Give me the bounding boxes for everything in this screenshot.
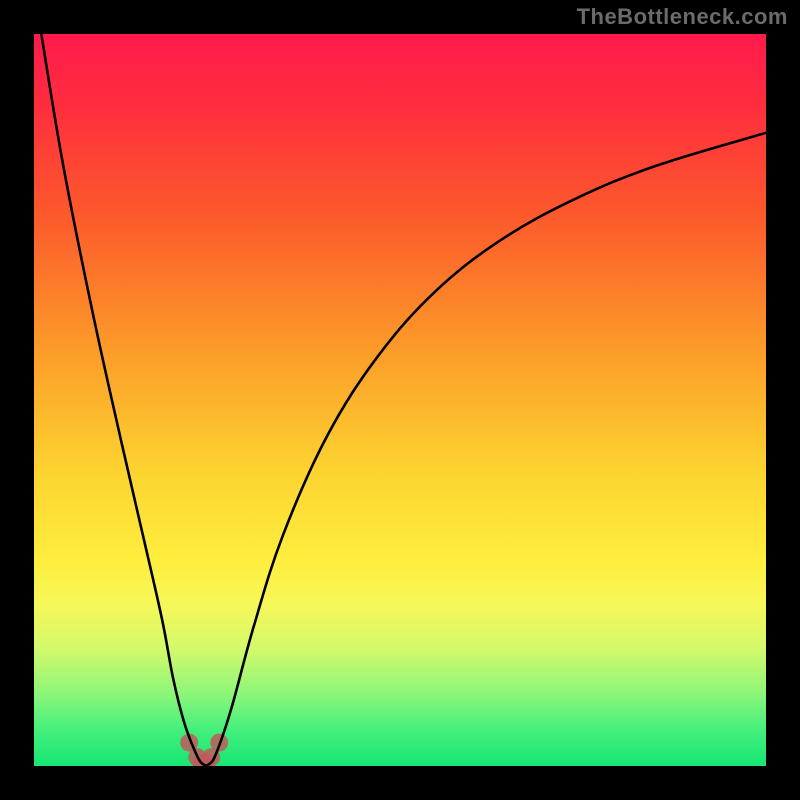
curve-layer bbox=[34, 34, 766, 766]
watermark-text: TheBottleneck.com bbox=[577, 4, 788, 30]
bottleneck-curve bbox=[41, 34, 766, 765]
plot-area bbox=[34, 34, 766, 766]
chart-frame: TheBottleneck.com bbox=[0, 0, 800, 800]
